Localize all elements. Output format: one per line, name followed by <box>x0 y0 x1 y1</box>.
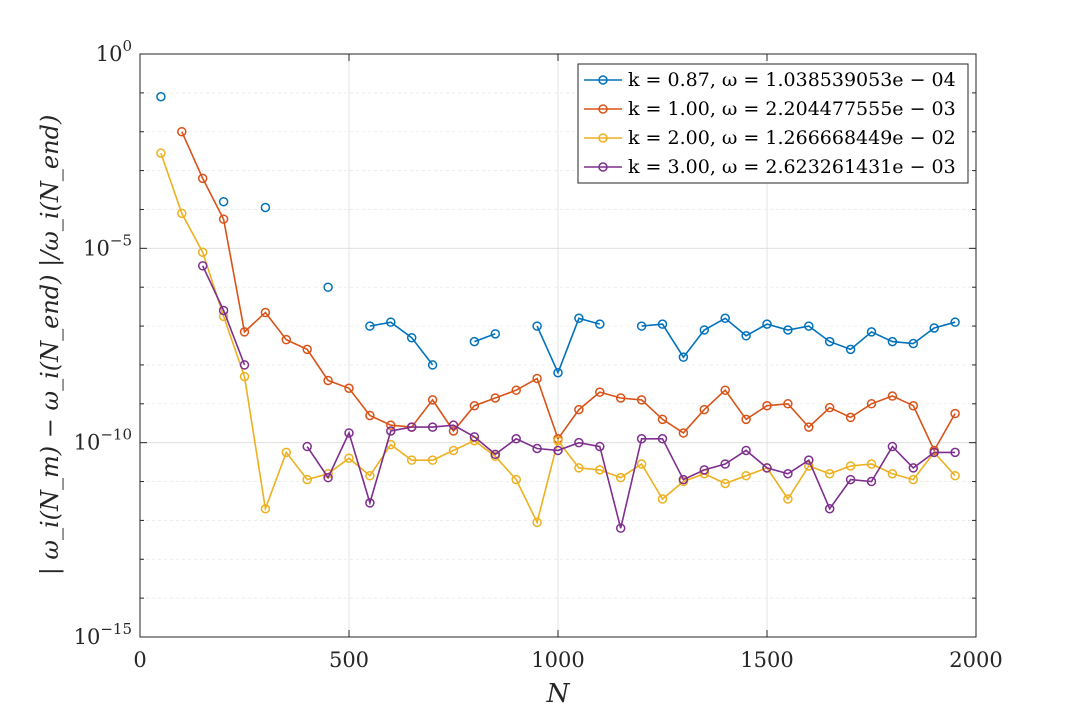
data-point <box>157 93 165 101</box>
data-point <box>303 443 311 451</box>
x-tick-label: 0 <box>133 648 146 672</box>
x-tick-label: 1500 <box>740 648 793 672</box>
data-point <box>220 198 228 206</box>
y-tick-label: 10−15 <box>74 620 132 649</box>
data-point <box>470 338 478 346</box>
series-4 <box>199 262 959 532</box>
legend-label: k = 2.00, ω = 1.266668449e − 02 <box>628 127 956 149</box>
series-line <box>642 318 956 357</box>
series-line <box>307 425 955 528</box>
series-line <box>370 322 433 365</box>
x-tick-label: 1000 <box>531 648 584 672</box>
data-point <box>951 472 959 480</box>
y-tick-label: 10−10 <box>74 426 132 455</box>
series-line <box>537 318 600 372</box>
x-tick-label: 500 <box>329 648 369 672</box>
y-tick-label: 10−5 <box>83 231 132 260</box>
y-axis-label: | ω_i(N_m) − ω_i(N_end) |/ω_i(N_end) <box>36 115 65 576</box>
y-tick-label: 100 <box>96 37 132 66</box>
x-axis-label: N <box>546 679 571 709</box>
x-tick-label: 2000 <box>949 648 1002 672</box>
legend-label: k = 0.87, ω = 1.038539053e − 04 <box>628 69 956 91</box>
legend-label: k = 3.00, ω = 2.623261431e − 03 <box>628 156 956 178</box>
data-point <box>261 204 269 212</box>
legend: k = 0.87, ω = 1.038539053e − 04 k = 1.00,… <box>578 64 968 183</box>
legend-label: k = 1.00, ω = 2.204477555e − 03 <box>628 98 956 120</box>
